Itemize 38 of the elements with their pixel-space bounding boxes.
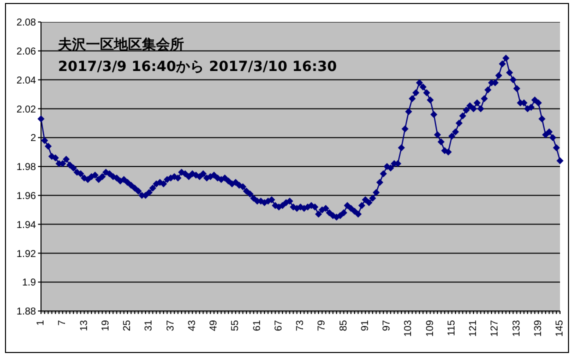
x-tick-label: 97 [382, 320, 392, 332]
x-tick-label: 103 [403, 320, 414, 337]
y-tick-label: 1.88 [16, 306, 36, 318]
x-tick-label: 127 [490, 320, 501, 337]
x-tick-label: 43 [186, 320, 198, 332]
x-tick-label: 139 [532, 320, 544, 337]
x-tick-label: 79 [316, 320, 328, 332]
x-tick-label: 73 [295, 320, 306, 332]
y-tick-label: 2.06 [16, 46, 36, 58]
y-tick-label: 1.92 [16, 248, 36, 260]
x-tick-label: 109 [424, 320, 436, 337]
y-tick-label: 2 [30, 133, 36, 144]
x-tick-label: 13 [78, 320, 90, 332]
x-tick-label: 55 [230, 320, 242, 332]
x-tick-label: 91 [360, 320, 371, 332]
x-tick-label: 85 [338, 320, 350, 332]
y-tick-label: 1.96 [16, 190, 36, 202]
x-tick-label: 1 [36, 320, 46, 326]
y-tick-label: 2.08 [16, 18, 36, 29]
x-tick-label: 31 [144, 320, 155, 332]
x-tick-label: 19 [100, 320, 112, 332]
x-tick-label: 37 [165, 320, 176, 332]
x-tick-label: 67 [273, 320, 284, 332]
x-tick-label: 7 [57, 320, 68, 326]
y-tick-label: 2.04 [16, 75, 36, 86]
y-tick-label: 2.02 [16, 104, 36, 116]
x-tick-label: 115 [446, 320, 458, 336]
text: 夫沢一区地区集会所 [58, 36, 185, 55]
y-tick-label: 1.98 [16, 162, 36, 174]
x-tick-label: 49 [208, 320, 220, 332]
x-tick-label: 25 [122, 320, 133, 332]
x-tick-label: 61 [252, 320, 263, 332]
x-tick-label: 145 [554, 320, 566, 337]
x-tick-label: 133 [511, 320, 522, 337]
y-tick-label: 1.94 [16, 220, 36, 231]
x-tick-label: 121 [468, 320, 479, 337]
text: 2017/3/9 16:40から 2017/3/10 16:30 [58, 58, 337, 77]
y-tick-label: 1.9 [22, 278, 36, 289]
